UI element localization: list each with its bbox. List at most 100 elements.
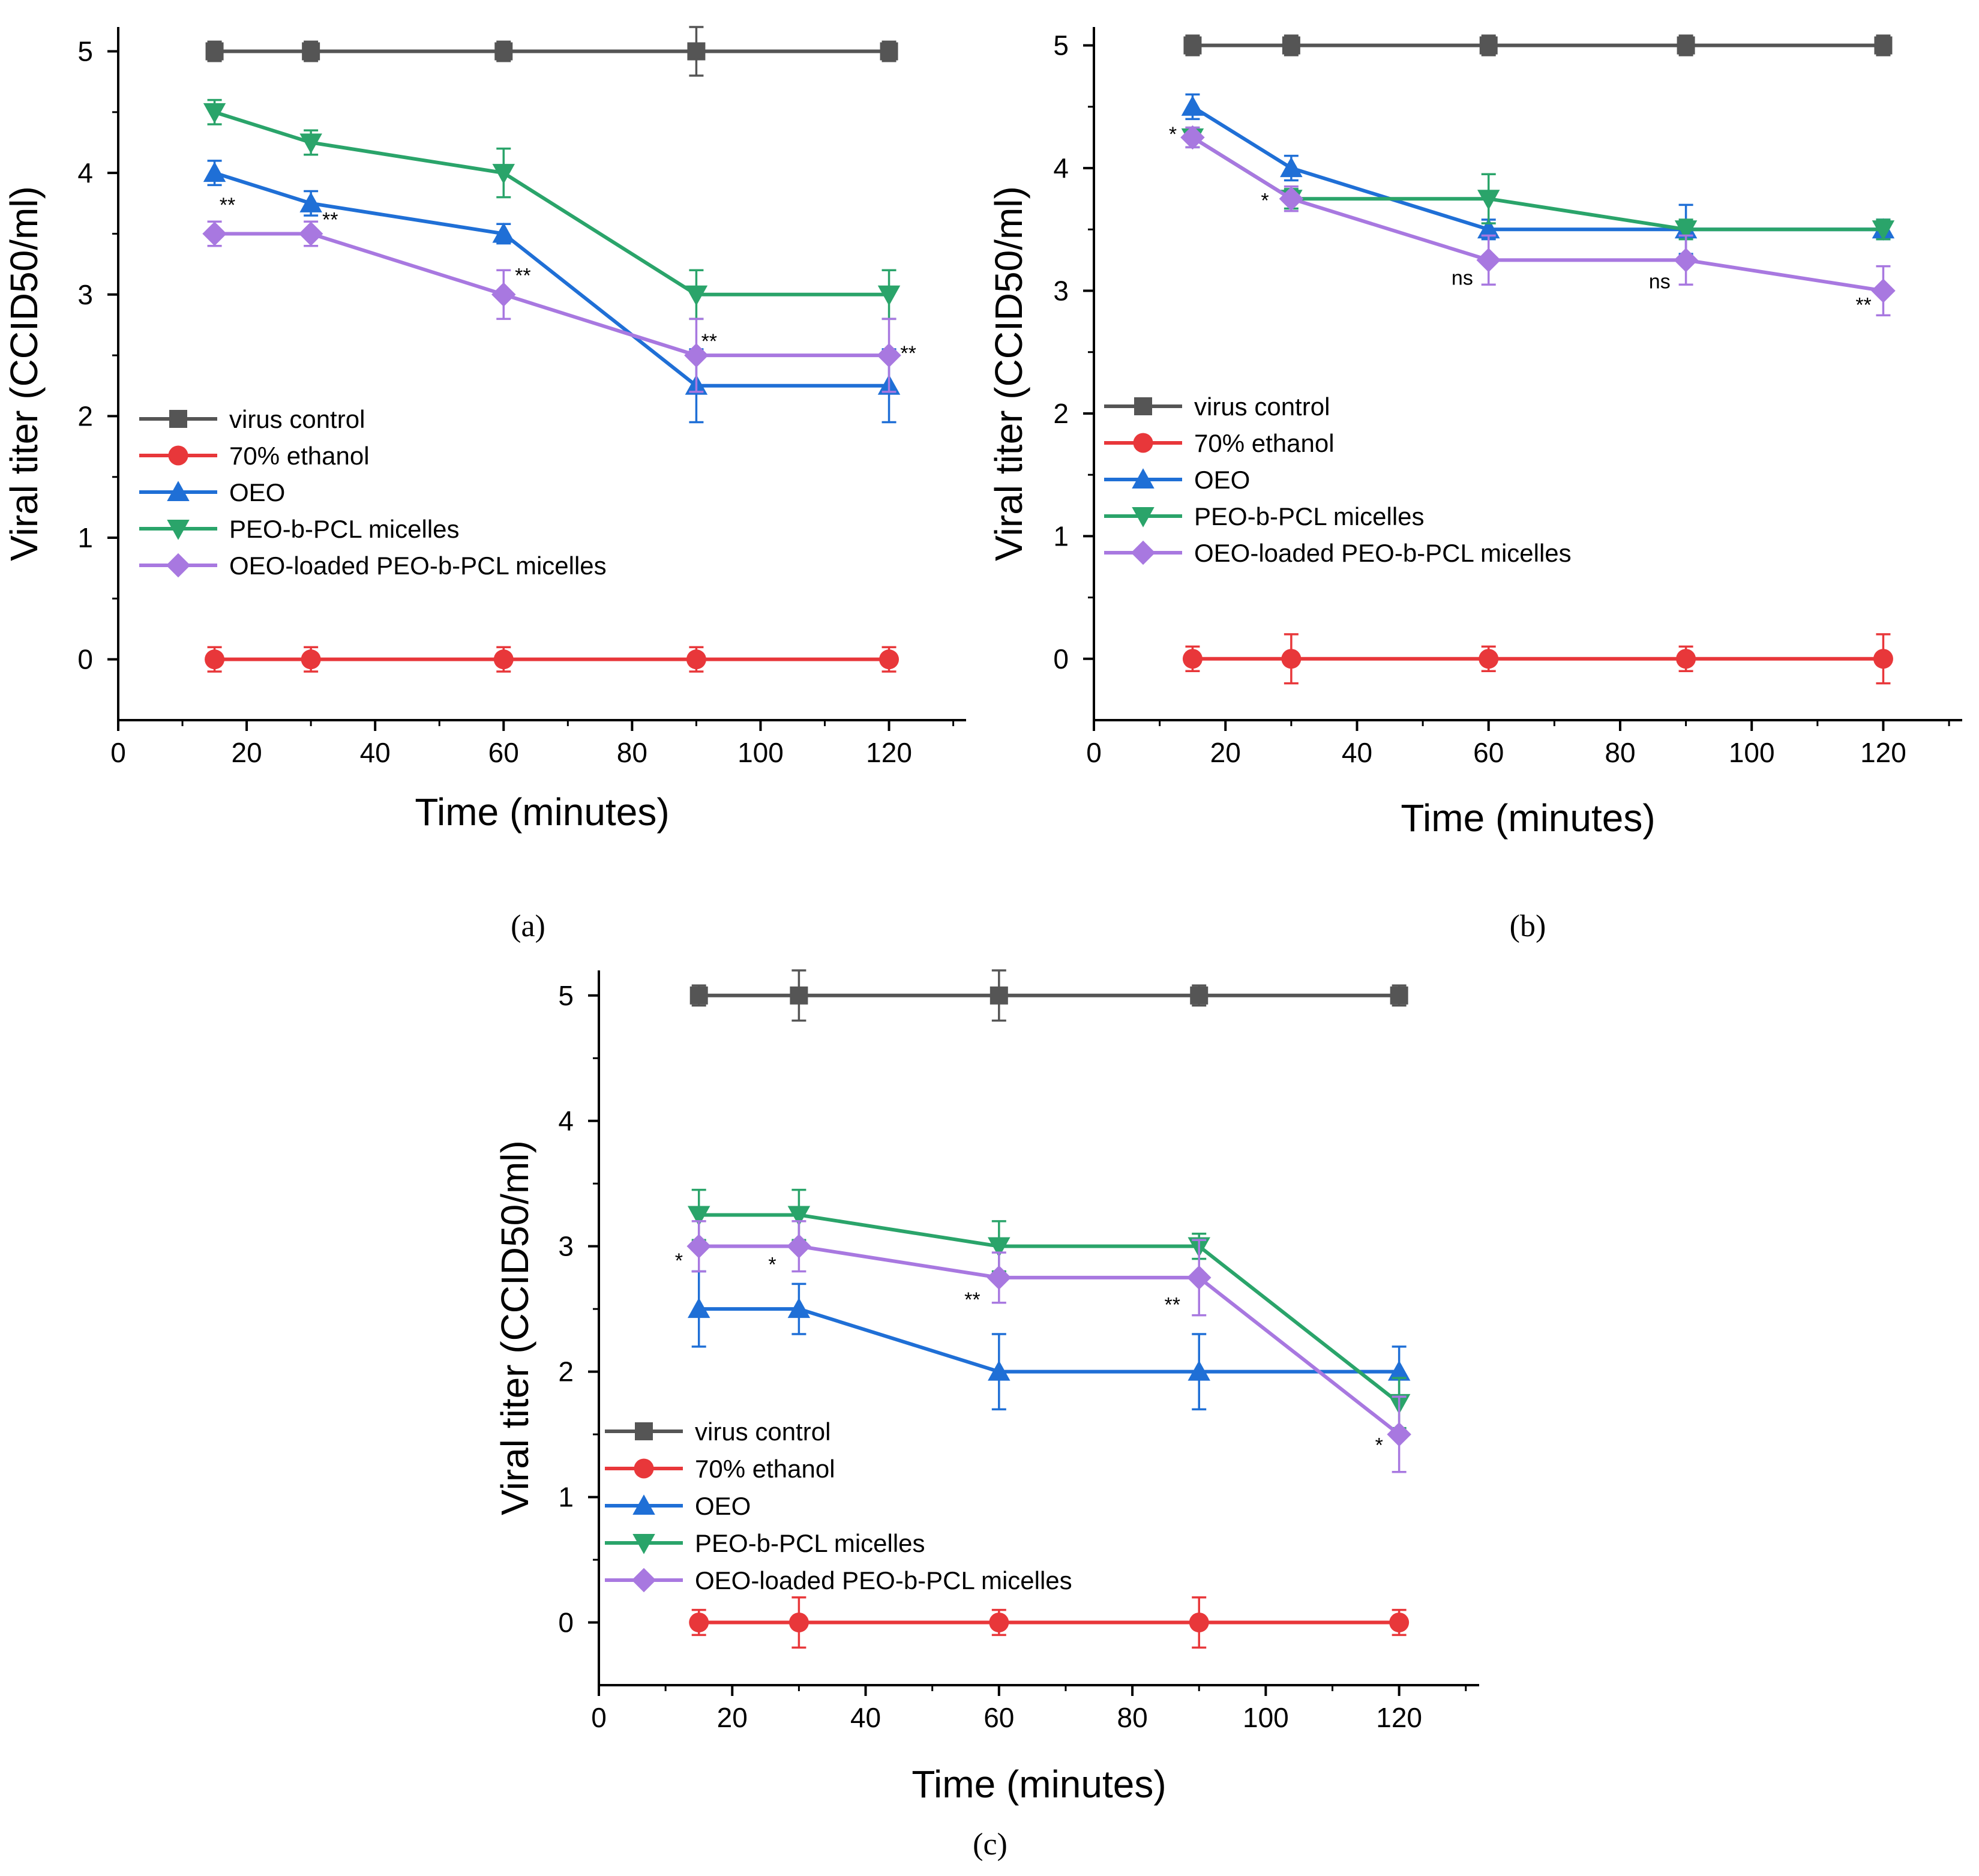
y-tick-label: 2 [558,1356,574,1387]
significance-label: * [675,1249,683,1272]
series-line [698,1244,1401,1436]
y-tick-label: 4 [558,1105,574,1137]
data-point [492,222,515,243]
data-point [1181,95,1204,116]
significance-label: ** [515,265,530,287]
y-tick-label: 2 [77,400,93,431]
data-point [689,986,708,1005]
y-tick-label: 0 [1053,643,1069,675]
y-tick-label: 3 [558,1231,574,1262]
data-point [790,986,808,1005]
series-peo-b-pcl-micelles [687,1188,1411,1430]
data-point [990,986,1008,1005]
data-point [205,42,224,61]
data-point [689,1613,709,1633]
series-virus-control [205,26,898,77]
data-point [1874,36,1893,55]
data-point [1390,986,1408,1005]
data-point [1279,186,1304,211]
series-line [1191,136,1884,293]
legend-label: virus control [1194,392,1330,421]
data-point [1676,649,1696,669]
data-point [879,649,899,670]
data-point [877,285,901,306]
legend-marker [632,1494,655,1515]
panel-label: (b) [1510,909,1546,943]
y-tick-label: 4 [1053,152,1069,184]
legend-marker [634,1458,654,1479]
series-line [1191,136,1884,232]
x-tick-label: 0 [591,1702,607,1733]
series-70-ethanol [1182,633,1893,685]
legend-label: OEO [1194,466,1250,494]
x-tick-label: 0 [1086,737,1102,768]
legend-label: OEO-loaded PEO-b-PCL micelles [695,1566,1072,1595]
series-oeo-loaded-peo-b-pcl-micelles [1180,125,1896,317]
legend-label: 70% ethanol [229,442,370,470]
data-point [1389,1613,1410,1633]
y-axis-title: Viral titer (CCID50/ml) [987,186,1030,561]
series-oeo-loaded-peo-b-pcl-micelles [202,220,901,393]
x-tick-label: 80 [1117,1702,1148,1733]
data-point [1182,649,1203,669]
data-point [1190,986,1209,1005]
data-point [1872,220,1895,241]
chart-panel-3: 0 1 2 3 4 5 0 20 40 60 80 100 120 Time (minutes) Viral… [493,969,1479,1862]
data-point [787,1206,811,1227]
significance-label: ** [220,194,235,217]
series-peo-b-pcl-micelles [1181,126,1895,241]
data-point [1186,1265,1212,1290]
x-tick-label: 120 [1860,737,1906,768]
y-tick-label: 5 [1053,30,1069,61]
legend-label: PEO-b-PCL micelles [1194,502,1425,531]
data-point [301,649,321,670]
panel-label: (a) [511,909,545,943]
panel-label: (c) [973,1827,1008,1862]
y-axis-title: Viral titer (CCID50/ml) [493,1140,536,1515]
significance-label: * [768,1253,776,1276]
legend-marker [166,553,191,578]
legend-label: 70% ethanol [695,1455,835,1483]
legend-marker [1134,397,1152,415]
data-point [1183,36,1202,55]
legend-label: PEO-b-PCL micelles [229,515,460,543]
series-oeo [687,1270,1411,1411]
data-point [1674,248,1698,272]
data-point [1180,125,1205,150]
data-point [299,192,322,212]
data-point [1188,1360,1210,1381]
data-point [1281,649,1302,669]
data-point [1477,190,1500,210]
data-point [1871,278,1896,303]
data-point [787,1234,811,1258]
series-virus-control [1183,34,1893,56]
y-tick-label: 0 [558,1607,574,1638]
significance-label: ** [322,208,338,231]
x-tick-label: 80 [617,737,647,768]
legend-marker [1132,507,1155,528]
data-point [1477,218,1500,239]
x-tick-label: 100 [1243,1702,1289,1733]
x-tick-label: 40 [360,737,391,768]
y-tick-label: 4 [77,157,93,188]
significance-label: * [1375,1434,1383,1457]
legend-label: OEO-loaded PEO-b-PCL micelles [229,552,607,580]
data-point [787,1297,811,1318]
y-tick-label: 3 [77,279,93,310]
x-tick-label: 60 [983,1702,1014,1733]
significance-label: ** [1165,1293,1180,1316]
data-point [203,103,226,124]
legend-marker [631,1568,656,1593]
x-axis-title: Time (minutes) [415,790,669,834]
data-point [298,221,323,246]
data-point [1677,36,1695,55]
legend: virus control 70% ethanol OEO PEO-b-PCL mic… [605,1418,1072,1595]
data-point [1479,649,1499,669]
legend-marker [1131,540,1156,565]
legend-marker [169,410,187,428]
x-tick-label: 40 [850,1702,881,1733]
data-point [877,343,901,368]
x-tick-label: 60 [488,737,519,768]
significance-label: ns [1649,270,1671,293]
